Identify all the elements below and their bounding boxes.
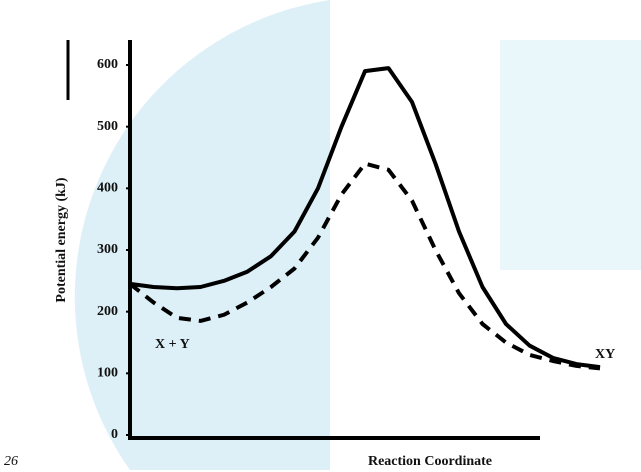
page-number: 26 bbox=[4, 454, 18, 469]
curve bbox=[128, 161, 601, 371]
watermark bbox=[74, 0, 641, 470]
y-tick-label: 600 bbox=[97, 57, 118, 72]
y-axis-label: Potential energy (kJ) bbox=[54, 177, 69, 303]
y-tick-label: 500 bbox=[97, 119, 118, 134]
curve bbox=[129, 66, 601, 370]
annotation: X + Y bbox=[155, 337, 190, 352]
x-axis-label: Reaction Coordinate bbox=[368, 454, 492, 469]
y-tick-label: 300 bbox=[97, 242, 118, 257]
y-tick-label: 400 bbox=[97, 181, 118, 196]
y-tick-label: 0 bbox=[111, 427, 118, 442]
annotation: XY bbox=[595, 347, 615, 362]
y-tick-label: 200 bbox=[97, 304, 118, 319]
y-tick-label: 100 bbox=[97, 366, 118, 381]
